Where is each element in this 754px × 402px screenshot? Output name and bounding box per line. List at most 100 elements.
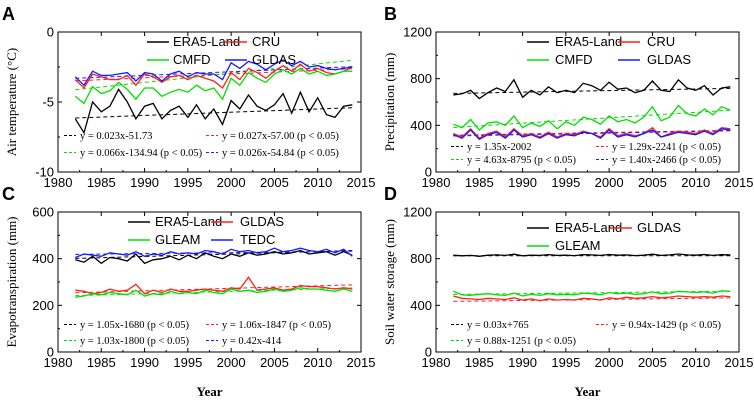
y-tick-label: 400 [410,298,432,313]
panel-label: D [384,184,397,204]
legend-label: TEDC [240,232,275,247]
x-tick-label: 2000 [217,175,246,190]
x-tick-label: 1980 [422,175,451,190]
series-line-gldas [453,128,731,141]
x-tick-label: 2015 [725,175,754,190]
trend-equation: y = 1.29x-2241 (p < 0.05) [612,142,721,153]
trend-equation: y = 1.35x-2002 [467,142,532,153]
x-tick-label: 2000 [217,355,246,370]
x-tick-label: 1995 [173,175,202,190]
series-line-gldas [74,59,353,87]
series-line-gldas [453,295,731,302]
trend-equation: y = 0.026x-54.84 (p < 0.05) [222,148,339,159]
series-line-cmfd [453,104,731,131]
legend-label: GLDAS [240,214,284,229]
x-tick-label: 2010 [303,175,332,190]
y-tick-label: 200 [32,298,54,313]
legend-label: GLEAM [555,238,601,253]
y-tick-label: 800 [410,71,432,86]
trend-equation: y = 0.027x-57.00 (p < 0.05) [222,131,339,142]
y-tick-label: 0 [47,25,54,40]
legend-label: GLDAS [252,52,296,67]
x-tick-label: 1980 [44,355,73,370]
trend-equation: y = 0.42x-414 [222,336,282,347]
x-tick-label: 2000 [595,175,624,190]
y-tick-label: 0 [47,345,54,360]
panel-a: A 1980 1985 1990 1995 2000 2005 2010 2015 -10 -5 0 A… [2,4,375,190]
x-tick-label: 2005 [638,175,667,190]
x-axis-label: Year [575,384,601,399]
legend-label: GLDAS [637,220,681,235]
x-tick-label: 1990 [130,175,159,190]
x-tick-label: 1980 [44,175,73,190]
x-tick-label: 2015 [347,355,376,370]
y-tick-label: 0 [425,165,432,180]
legend-label: ERA5-Land [155,214,222,229]
x-tick-label: 1990 [130,355,159,370]
x-tick-label: 1995 [173,355,202,370]
y-axis-label: Air temperature (°C) [4,48,19,156]
y-tick-label: 1200 [403,25,432,40]
legend-label: ERA5-Land [173,34,240,49]
x-tick-label: 2005 [638,355,667,370]
trend-line-era5-land [75,107,353,119]
panel-label: C [2,184,15,204]
series-line-gleam [75,287,353,298]
x-tick-label: 1985 [465,355,494,370]
plot-frame [57,211,362,353]
x-tick-label: 2005 [260,175,289,190]
y-tick-label: -5 [42,95,54,110]
trend-equation: y = 0.88x-1251 (p < 0.05) [467,336,576,347]
panel-label: B [384,4,397,24]
x-tick-label: 1990 [508,355,537,370]
x-tick-label: 2010 [303,355,332,370]
legend-label: CRU [252,34,280,49]
y-tick-label: 600 [32,205,54,220]
series-line-era5-land [453,253,731,257]
legend-label: CMFD [173,52,211,67]
y-tick-label: 0 [425,345,432,360]
x-tick-label: 1985 [87,175,116,190]
series-line-cru [74,63,353,90]
trend-line-cru [75,68,353,82]
x-tick-label: 2015 [347,175,376,190]
legend-label: GLDAS [647,52,691,67]
panel-d: D 1980 1985 1990 1995 2000 2005 2010 2015 0 400 800… [382,184,753,399]
series-line-tedc [75,247,353,259]
legend-label: ERA5-Land [555,220,622,235]
series-line-era5-land [453,78,731,100]
y-tick-label: 1200 [403,205,432,220]
x-tick-label: 2010 [681,175,710,190]
panel-b: B 1980 1985 1990 1995 2000 2005 2010 2015 0 400 800… [382,4,753,190]
series-line-gldas [75,276,353,295]
y-axis-label: Soil water storage (mm) [382,219,397,345]
y-axis-label: Precipitation (mm) [382,53,397,152]
series-line-era5-land [74,88,353,135]
trend-equation: y = 0.94x-1429 (p < 0.05) [612,320,721,331]
legend-label: CRU [647,34,675,49]
x-tick-label: 1990 [508,175,537,190]
y-tick-label: -10 [35,165,54,180]
x-tick-label: 2015 [725,355,754,370]
legend-label: GLEAM [155,232,201,247]
y-axis-label: Evapotranspiration (mm) [4,216,19,347]
trend-equation: y = 0.066x-134.94 (p < 0.05) [80,148,203,159]
trend-equation: y = 0.023x-51.73 [80,131,152,142]
x-tick-label: 2005 [260,355,289,370]
trend-line-gldas [75,66,353,79]
series-line-era5-land [75,249,353,265]
y-tick-label: 400 [410,118,432,133]
trend-equation: y = 1.40x-2466 (p < 0.05) [612,155,721,166]
x-tick-label: 1995 [551,355,580,370]
y-tick-label: 400 [32,251,54,266]
series-line-gleam [453,290,731,297]
x-tick-label: 2010 [681,355,710,370]
trend-equation: y = 1.05x-1680 (p < 0.05) [80,320,189,331]
y-tick-label: 800 [410,251,432,266]
x-tick-label: 1985 [465,175,494,190]
trend-line-cmfd [453,109,731,128]
x-axis-label: Year [197,384,223,399]
panel-label: A [2,4,15,24]
x-tick-label: 2000 [595,355,624,370]
